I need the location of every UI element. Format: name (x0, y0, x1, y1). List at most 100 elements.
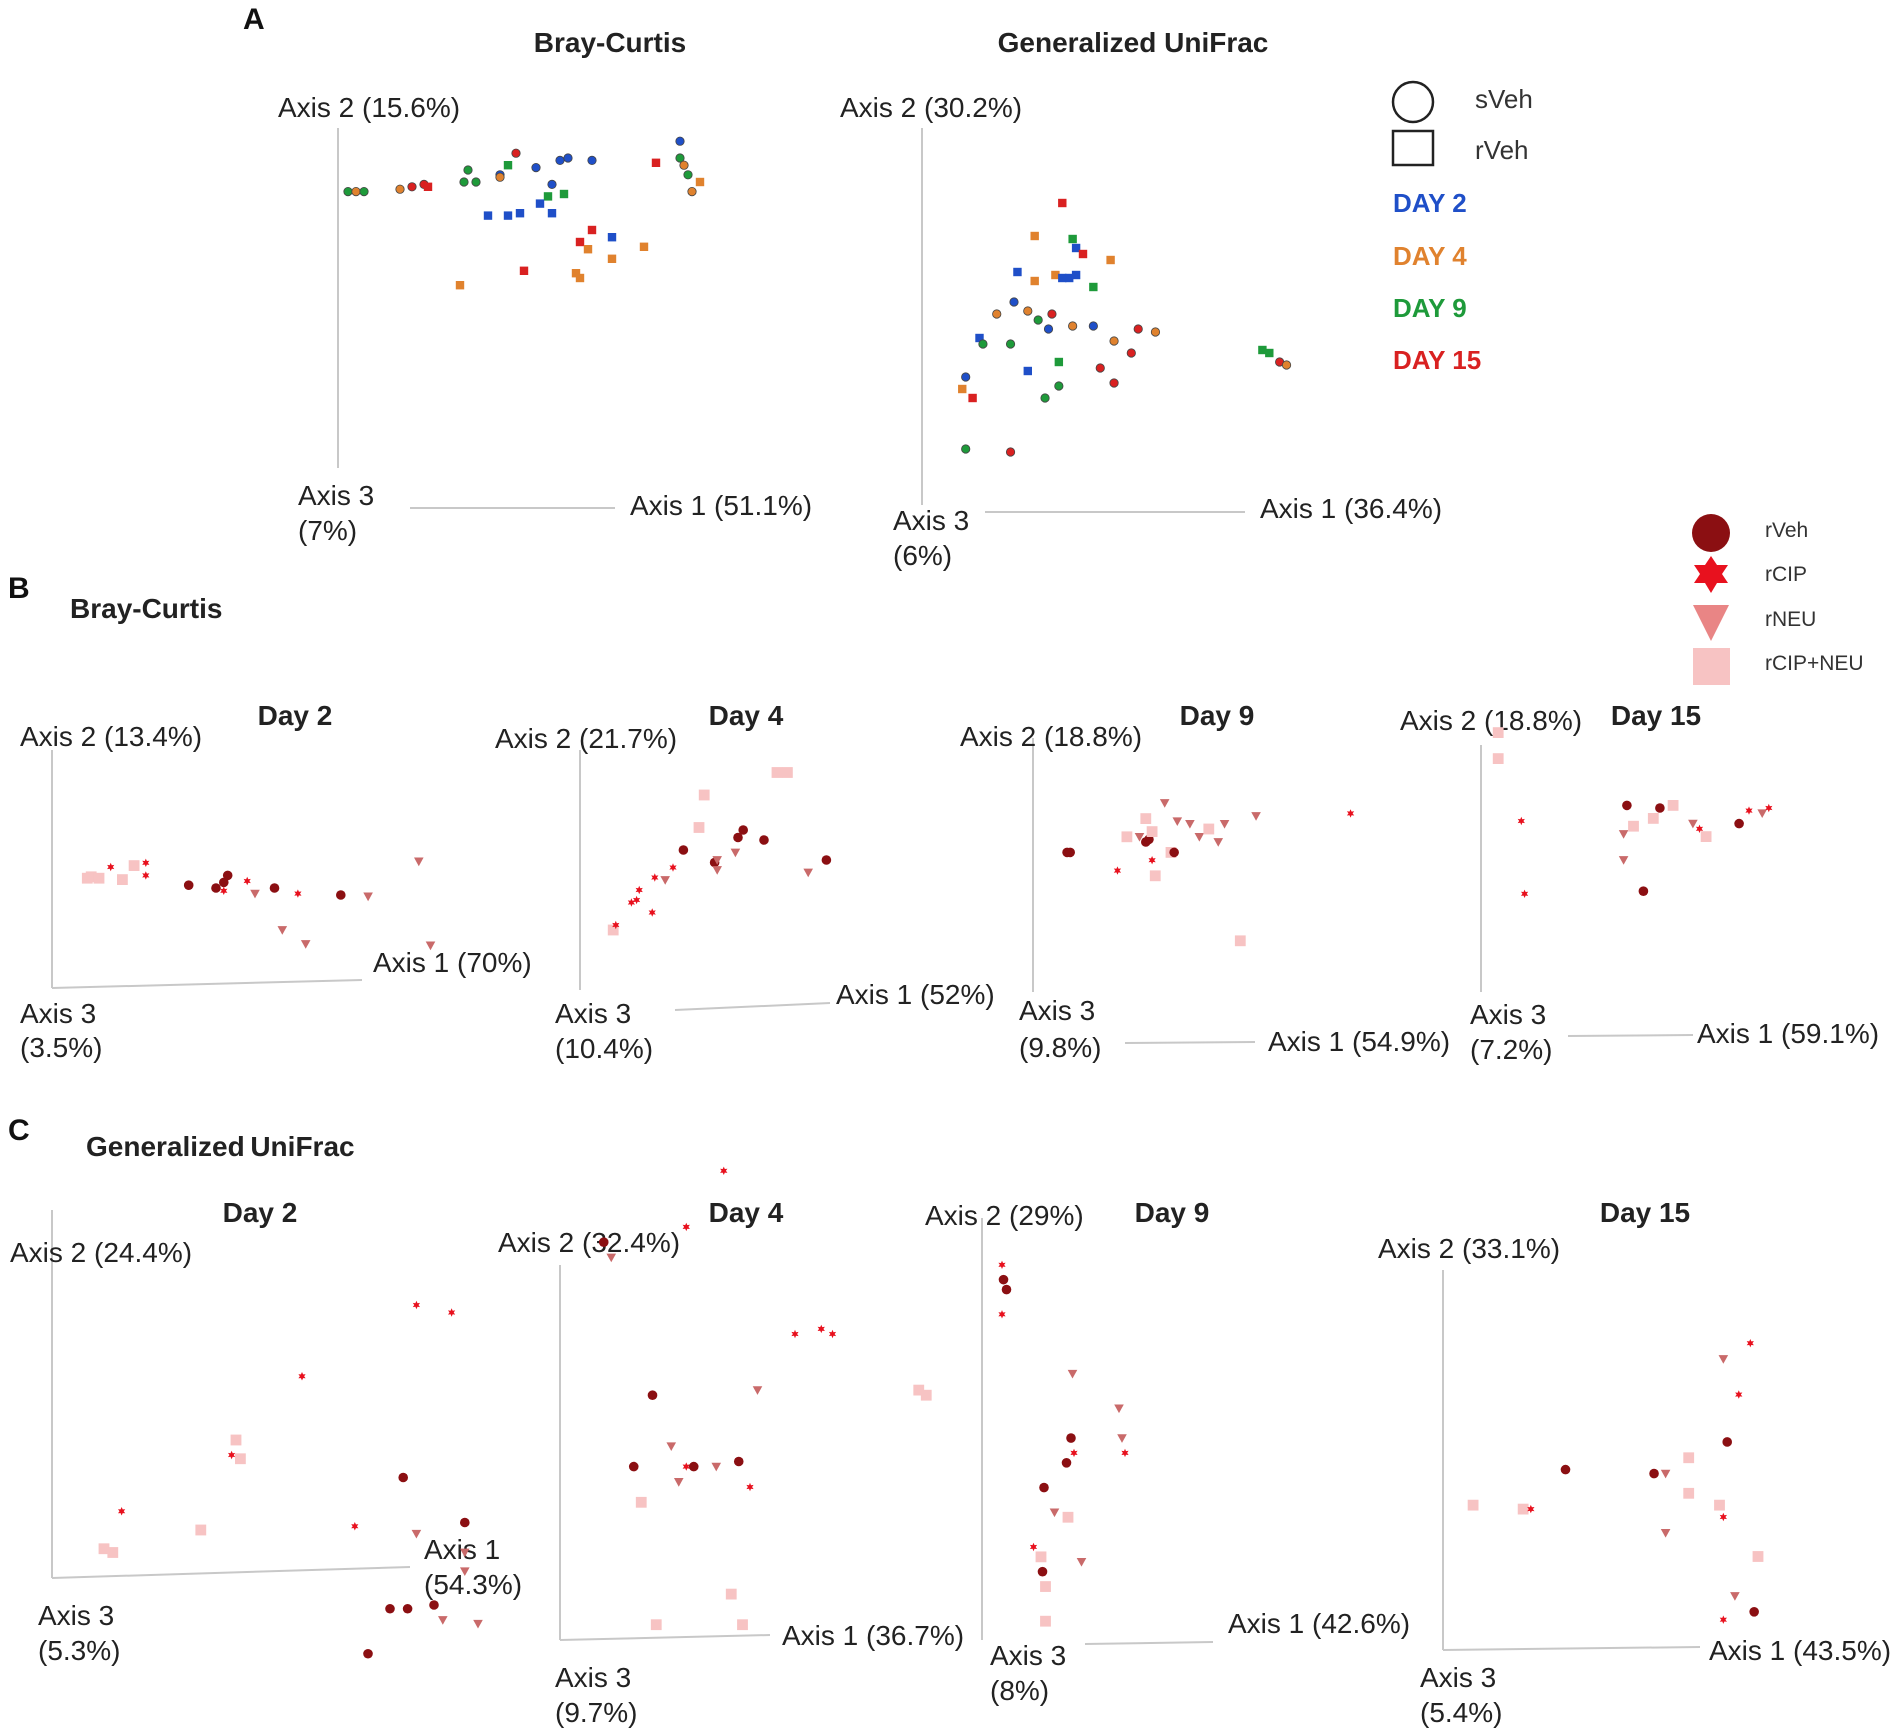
panel-letter-b: B (8, 572, 30, 605)
data-point (1688, 819, 1698, 829)
data-point (1660, 1469, 1671, 1479)
data-point (1040, 1615, 1051, 1627)
data-point (220, 886, 228, 895)
data-point (1113, 866, 1122, 875)
z-axis-label-line2: (3.5%) (20, 1032, 102, 1063)
z-axis-label-line2: (5.3%) (38, 1635, 120, 1666)
data-point (459, 177, 469, 187)
data-point (1126, 348, 1136, 358)
data-point (1047, 309, 1057, 319)
data-point (607, 254, 617, 263)
data-point (363, 1648, 373, 1659)
data-point (1194, 832, 1205, 842)
x-axis-line (51, 1566, 411, 1579)
data-point (1023, 306, 1033, 316)
data-point (669, 863, 677, 872)
data-point (402, 1603, 413, 1614)
plot-title: Day 2 (223, 1197, 298, 1228)
data-point (195, 1524, 207, 1536)
data-point (563, 153, 573, 163)
data-point (1005, 447, 1016, 457)
y-axis-label: Axis 2 (21.7%) (495, 723, 677, 754)
data-point (1134, 832, 1145, 842)
data-point (142, 858, 150, 867)
data-point (1039, 1482, 1049, 1493)
data-point (1040, 1581, 1051, 1592)
data-point (117, 874, 128, 885)
plot-c-day9: Day 9 Axis 2 (29%) Axis 1 (42.6%) Axis 3 (8%… (925, 1197, 1410, 1706)
plot-title: Bray-Curtis (534, 27, 686, 58)
x-axis-line (1442, 1646, 1701, 1651)
data-point (535, 199, 545, 208)
data-point (1714, 1499, 1725, 1511)
x-axis-label: Axis 1 (70%) (373, 947, 532, 978)
z-axis-label-line2: (9.8%) (1019, 1032, 1101, 1063)
data-point (1752, 1551, 1764, 1562)
data-point (1649, 1468, 1659, 1479)
legend-label-rveh: rVeh (1475, 135, 1529, 165)
data-point (1114, 1404, 1124, 1414)
data-point (455, 281, 465, 290)
data-point (118, 1507, 126, 1516)
data-point (687, 187, 697, 197)
data-point (612, 920, 620, 930)
data-point (1185, 819, 1195, 829)
data-point (571, 269, 581, 278)
data-point (351, 187, 361, 197)
data-point (336, 890, 346, 900)
data-point (473, 1619, 483, 1629)
data-point (1638, 886, 1649, 896)
data-point (598, 1237, 609, 1247)
data-point (1121, 1448, 1129, 1458)
plot-a-bray-curtis: Bray-Curtis Axis 2 (15.6%) Axis 1 (51.1%) A… (278, 27, 812, 546)
y-axis-label: Axis 2 (24.4%) (10, 1237, 192, 1268)
plot-c-day4: Day 4 Axis 2 (32.4%) Axis 1 (36.7%) Axis 3 (… (498, 1166, 964, 1728)
x-axis-label: Axis 1 (43.5%) (1709, 1635, 1891, 1666)
data-point (635, 885, 643, 895)
x-axis-label: Axis 1 (36.7%) (782, 1620, 964, 1651)
data-point (219, 877, 229, 888)
legend-marker-rcip (1694, 556, 1728, 593)
data-point (1109, 336, 1119, 346)
data-point (1065, 273, 1074, 283)
data-point (1071, 270, 1081, 280)
data-point (1040, 393, 1050, 403)
plot-title: Day 4 (709, 700, 784, 731)
data-point (1735, 1390, 1743, 1399)
data-point (1346, 809, 1355, 818)
legend-label-rcip: rCIP (1765, 563, 1807, 586)
data-point (648, 908, 656, 917)
data-point (547, 209, 557, 218)
data-point (720, 1166, 728, 1175)
data-point (107, 862, 115, 872)
data-point (235, 1453, 246, 1465)
data-point (1746, 1339, 1754, 1348)
data-point (682, 1222, 690, 1232)
data-point (688, 1461, 699, 1472)
data-point (1521, 889, 1529, 898)
data-point (503, 211, 513, 220)
data-point (628, 1461, 639, 1472)
z-axis-label: Axis 3 (38, 1600, 114, 1631)
data-point (1117, 1434, 1127, 1443)
data-point (635, 1496, 647, 1508)
x-axis-label: Axis 1 (36.4%) (1260, 493, 1442, 524)
data-point (1718, 1355, 1729, 1364)
data-point (1095, 363, 1105, 373)
section-title-b: Bray-Curtis (70, 593, 222, 624)
x-axis-line (674, 1002, 831, 1011)
data-point (1622, 800, 1632, 811)
data-point (1043, 324, 1054, 334)
data-point (1029, 1542, 1038, 1552)
z-axis-label: Axis 3 (298, 480, 374, 511)
y-axis-label: Axis 2 (18.8%) (1400, 705, 1582, 736)
x-axis-line (1124, 1041, 1256, 1044)
data-point (471, 177, 481, 187)
data-point (712, 866, 722, 875)
data-point (300, 940, 311, 949)
data-point (351, 1522, 359, 1531)
data-point (1149, 870, 1161, 882)
legend-marker-rneu (1693, 605, 1729, 641)
data-point (511, 148, 521, 158)
data-point (730, 848, 741, 858)
